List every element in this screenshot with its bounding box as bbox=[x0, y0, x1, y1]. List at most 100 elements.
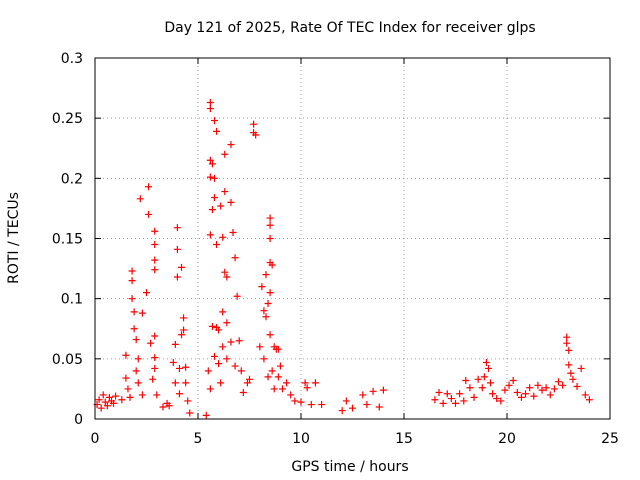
y-tick-label: 0.25 bbox=[52, 111, 83, 127]
data-point bbox=[221, 268, 229, 276]
data-point bbox=[349, 404, 356, 412]
data-point bbox=[210, 352, 218, 360]
x-axis-ticks: 0 5 10 15 20 25 bbox=[91, 58, 619, 447]
data-point bbox=[173, 245, 181, 253]
data-point bbox=[501, 386, 509, 394]
data-point bbox=[338, 407, 346, 415]
data-point bbox=[243, 379, 251, 387]
data-point bbox=[567, 369, 575, 377]
data-point bbox=[250, 120, 258, 128]
data-point bbox=[112, 392, 120, 400]
data-point bbox=[219, 233, 227, 241]
data-point bbox=[237, 367, 245, 375]
data-point bbox=[563, 339, 571, 347]
data-point bbox=[555, 378, 562, 386]
data-point bbox=[478, 384, 486, 392]
data-point bbox=[487, 379, 495, 387]
data-point bbox=[227, 338, 235, 346]
data-point bbox=[505, 381, 513, 389]
data-point bbox=[151, 364, 159, 372]
data-point bbox=[470, 393, 478, 401]
data-point bbox=[262, 271, 270, 279]
data-point bbox=[231, 254, 239, 262]
data-point bbox=[542, 384, 550, 392]
data-point bbox=[147, 339, 155, 347]
data-point bbox=[169, 358, 177, 366]
data-point bbox=[569, 375, 577, 383]
y-tick-label: 0.05 bbox=[52, 352, 83, 368]
data-point bbox=[482, 358, 490, 366]
data-point bbox=[435, 389, 443, 397]
data-point bbox=[217, 202, 225, 210]
plot-border bbox=[94, 57, 611, 420]
data-point bbox=[530, 392, 538, 400]
data-point bbox=[151, 256, 159, 264]
x-tick-label: 15 bbox=[395, 431, 413, 447]
data-point bbox=[462, 376, 470, 384]
data-point bbox=[126, 393, 134, 401]
data-point bbox=[180, 326, 188, 334]
data-point bbox=[260, 307, 268, 315]
data-point bbox=[291, 397, 299, 405]
data-point bbox=[206, 231, 214, 239]
data-point bbox=[184, 397, 192, 405]
data-point bbox=[266, 289, 274, 297]
data-point bbox=[124, 385, 132, 393]
grid-lines bbox=[95, 58, 610, 419]
data-point bbox=[219, 343, 227, 351]
data-point bbox=[151, 332, 159, 340]
data-point bbox=[134, 379, 142, 387]
data-point bbox=[287, 391, 295, 399]
data-point bbox=[581, 391, 589, 399]
data-point bbox=[171, 379, 179, 387]
data-point bbox=[217, 379, 225, 387]
data-point bbox=[497, 397, 505, 405]
data-point bbox=[132, 336, 140, 344]
data-point bbox=[182, 363, 190, 371]
data-point bbox=[577, 364, 585, 372]
data-point bbox=[159, 403, 167, 411]
data-point bbox=[283, 379, 291, 387]
y-tick-label: 0.1 bbox=[61, 292, 83, 308]
data-point bbox=[149, 375, 157, 383]
data-point bbox=[517, 393, 525, 401]
data-point bbox=[268, 367, 276, 375]
data-point bbox=[99, 391, 107, 399]
data-point bbox=[97, 404, 105, 412]
x-tick-label: 10 bbox=[292, 431, 310, 447]
data-point bbox=[165, 402, 173, 410]
data-point bbox=[221, 150, 229, 158]
data-point bbox=[565, 361, 573, 369]
data-point bbox=[95, 396, 103, 404]
data-point bbox=[151, 241, 159, 249]
data-point bbox=[452, 399, 459, 407]
data-point bbox=[210, 117, 218, 125]
data-point bbox=[208, 322, 216, 330]
data-point bbox=[460, 397, 468, 405]
data-point bbox=[546, 391, 554, 399]
data-point bbox=[276, 362, 284, 370]
data-point bbox=[130, 325, 138, 333]
data-point bbox=[143, 289, 150, 297]
data-point bbox=[439, 399, 447, 407]
data-point bbox=[264, 299, 272, 307]
data-point bbox=[493, 395, 501, 403]
data-point bbox=[206, 156, 214, 164]
data-point bbox=[489, 390, 497, 398]
data-point bbox=[151, 227, 159, 235]
data-point bbox=[210, 174, 218, 182]
data-point bbox=[118, 396, 126, 404]
data-point bbox=[379, 386, 387, 394]
data-point bbox=[431, 396, 439, 404]
data-point bbox=[182, 379, 190, 387]
y-tick-label: 0.2 bbox=[61, 171, 83, 187]
data-point bbox=[171, 340, 179, 348]
data-point bbox=[456, 390, 464, 398]
data-point bbox=[318, 401, 326, 409]
data-point bbox=[231, 362, 239, 370]
data-point bbox=[235, 337, 243, 345]
y-tick-label: 0.15 bbox=[52, 232, 83, 248]
data-point bbox=[474, 375, 482, 383]
data-point bbox=[221, 188, 229, 196]
